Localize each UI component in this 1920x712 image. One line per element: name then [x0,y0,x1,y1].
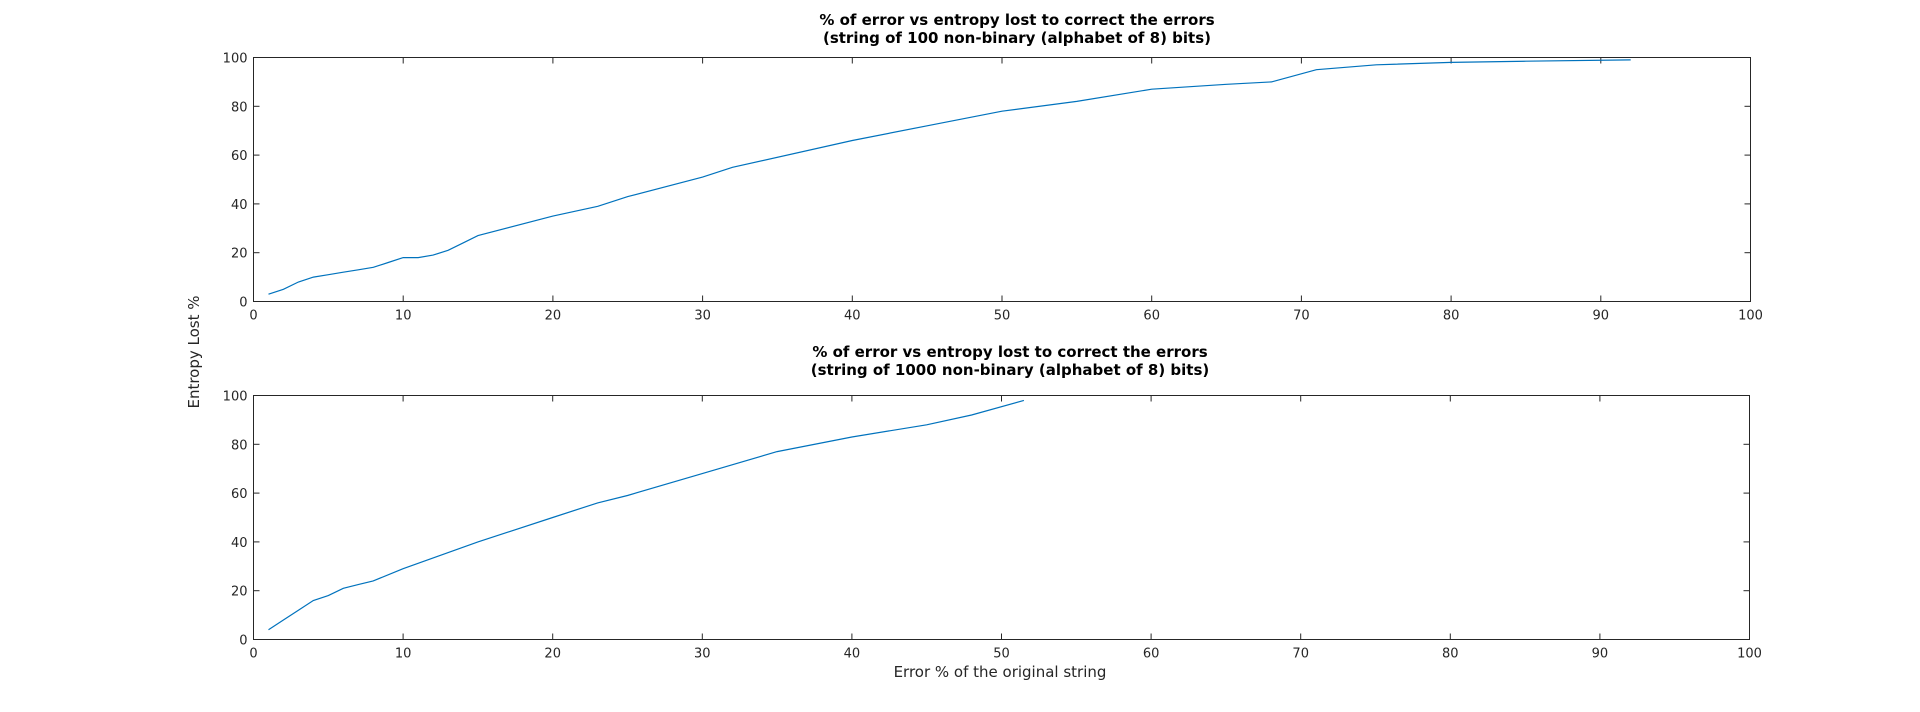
chart-bottom-y-tick-label: 20 [231,585,248,600]
chart-bottom-y-tick-label: 0 [239,634,247,649]
chart-bottom-title-line2: (string of 1000 non-binary (alphabet of … [811,361,1209,379]
chart-top-x-tick-label: 80 [1443,309,1460,324]
chart-top-y-tick-label: 60 [231,149,248,164]
chart-top-series-line [268,59,1631,295]
chart-bottom-y-tick-label: 100 [223,390,248,405]
chart-bottom-series-line [268,399,1025,631]
chart-top-x-tick-label: 60 [1143,309,1160,324]
chart-bottom-ticks [253,395,1750,640]
chart-bottom-y-tick-label: 80 [231,438,248,453]
chart-top-x-tick-label: 20 [545,309,562,324]
chart-top-x-tick-label: 30 [694,309,711,324]
chart-bottom-x-tick-label: 80 [1442,647,1459,662]
chart-bottom-x-tick-label: 0 [249,647,257,662]
x-axis-label: Error % of the original string [894,663,1107,681]
chart-bottom-y-tick-label: 40 [231,536,248,551]
chart-bottom-x-tick-label: 60 [1143,647,1160,662]
chart-top-x-tick-labels: 0 10 20 30 40 50 60 70 80 90 100 [249,309,1763,324]
chart-top-plot-area [253,57,1751,302]
chart-bottom-x-tick-label: 20 [544,647,561,662]
chart-bottom-x-tick-label: 70 [1292,647,1309,662]
chart-bottom-x-tick-label: 40 [844,647,861,662]
chart-top-x-tick-label: 0 [249,309,257,324]
y-axis-label: Entropy Lost % [185,295,203,408]
chart-top-y-tick-labels: 0 20 40 60 80 100 [223,52,248,311]
chart-top-x-tick-label: 70 [1293,309,1310,324]
chart-top-title-line1: % of error vs entropy lost to correct th… [819,11,1214,29]
chart-top-x-tick-label: 90 [1593,309,1610,324]
chart-bottom-x-tick-label: 50 [993,647,1010,662]
chart-top-y-tick-label: 20 [231,247,248,262]
chart-bottom-y-tick-label: 60 [231,487,248,502]
chart-bottom-x-tick-labels: 0 10 20 30 40 50 60 70 80 90 100 [249,647,1762,662]
chart-bottom-plot-area [253,395,1750,640]
chart-top-x-tick-label: 40 [844,309,861,324]
chart-top-x-tick-label: 50 [994,309,1011,324]
chart-top-y-tick-label: 80 [231,100,248,115]
chart-bottom-x-tick-label: 30 [694,647,711,662]
chart-bottom-title-line1: % of error vs entropy lost to correct th… [812,343,1207,361]
chart-bottom-y-tick-labels: 0 20 40 60 80 100 [223,390,248,649]
chart-top: % of error vs entropy lost to correct th… [223,11,1763,324]
chart-top-x-tick-label: 10 [395,309,412,324]
chart-top-y-tick-label: 0 [239,296,247,311]
chart-bottom: % of error vs entropy lost to correct th… [223,343,1762,681]
chart-bottom-x-tick-label: 100 [1737,647,1762,662]
chart-top-ticks [253,57,1751,302]
chart-bottom-x-tick-label: 90 [1592,647,1609,662]
chart-top-y-tick-label: 100 [223,52,248,67]
chart-bottom-x-tick-label: 10 [395,647,412,662]
chart-top-y-tick-label: 40 [231,198,248,213]
chart-top-title-line2: (string of 100 non-binary (alphabet of 8… [823,29,1211,47]
chart-top-x-tick-label: 100 [1738,309,1763,324]
